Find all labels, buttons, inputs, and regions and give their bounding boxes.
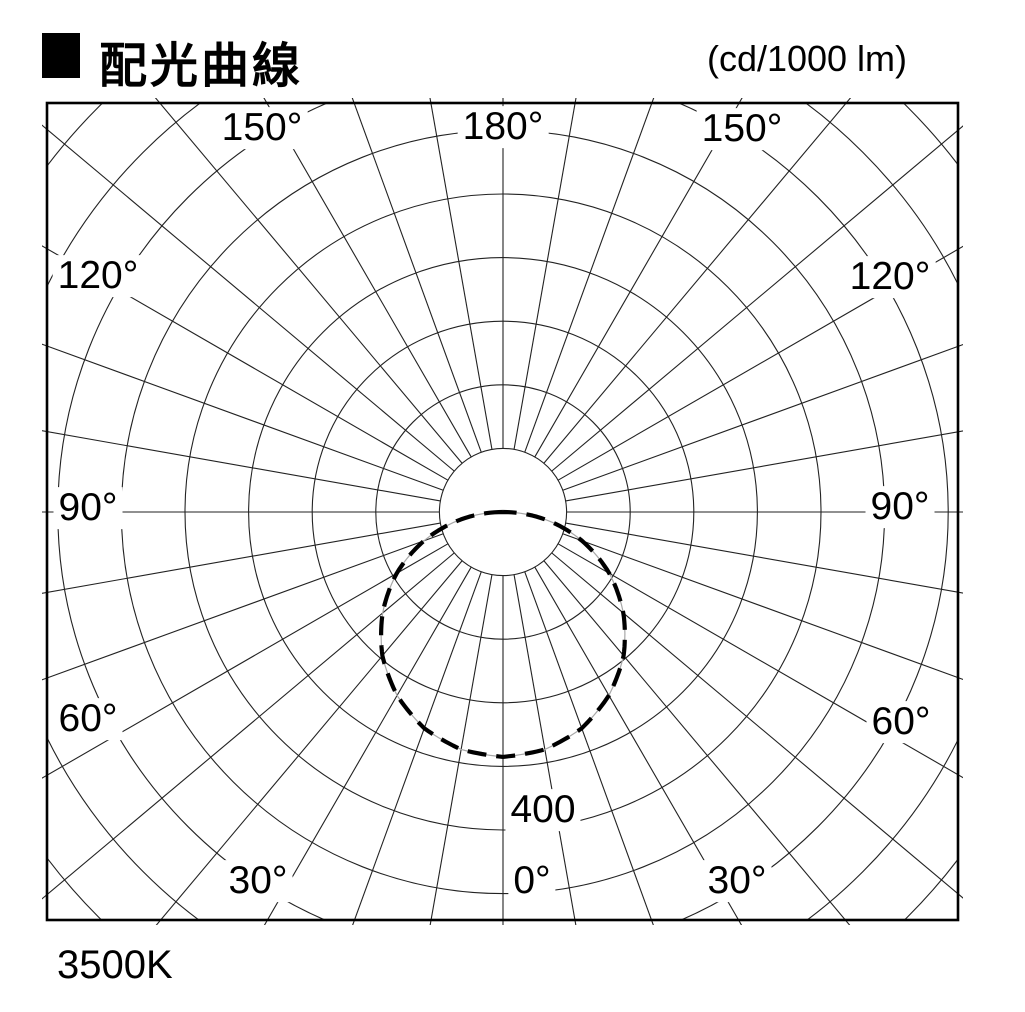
angle-label: 60° [53, 698, 123, 740]
unit-label: (cd/1000 lm) [706, 38, 908, 79]
radial-value-label: 400 [505, 789, 581, 831]
angle-label: 30° [702, 860, 772, 902]
angle-label: 180° [457, 106, 549, 148]
page-title: 配光曲線 [99, 40, 304, 93]
angle-label: 120° [844, 256, 936, 298]
angle-label: 90° [53, 487, 123, 529]
angle-label: 150° [216, 107, 308, 149]
angle-label: 120° [52, 255, 144, 297]
color-temperature-label: 3500K [57, 943, 173, 987]
black-square-icon [42, 33, 80, 78]
angle-label: 90° [865, 486, 935, 528]
angle-label: 150° [696, 108, 788, 150]
angle-label: 0° [508, 860, 556, 902]
angle-label: 30° [223, 860, 293, 902]
angle-label: 60° [866, 701, 936, 743]
